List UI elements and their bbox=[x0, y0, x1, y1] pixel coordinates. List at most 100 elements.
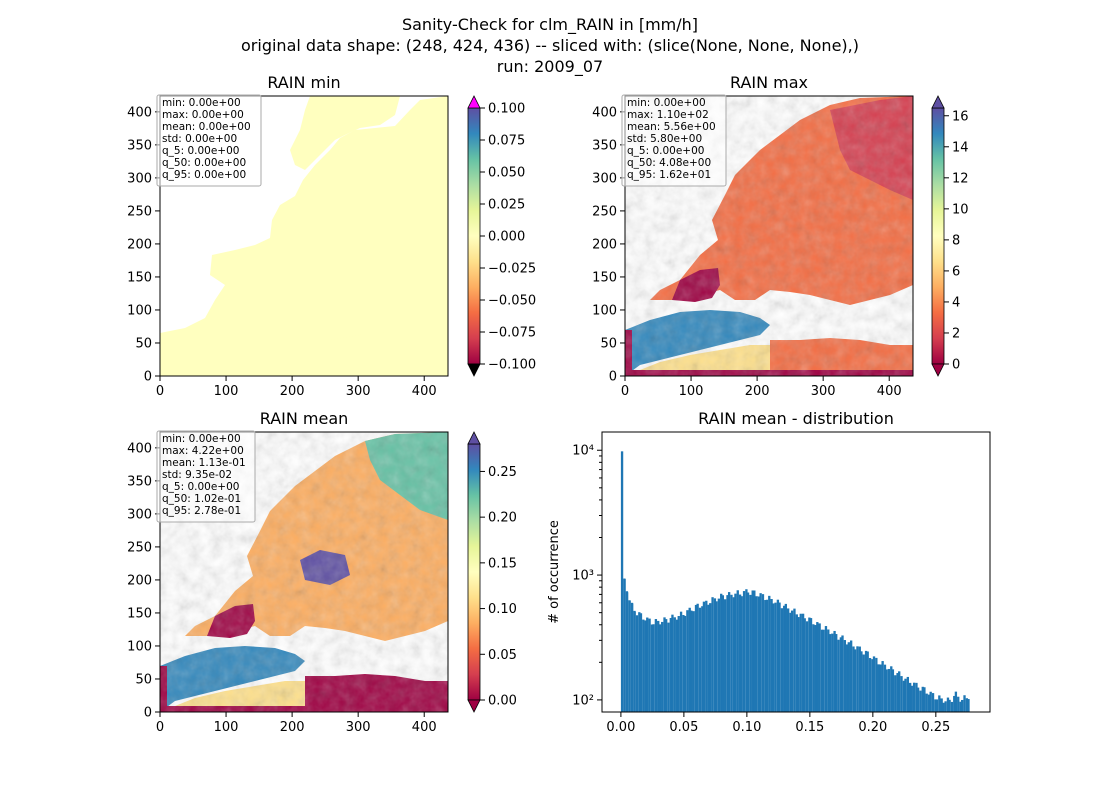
histogram-bar bbox=[711, 597, 714, 712]
histogram-bar bbox=[688, 607, 691, 712]
histogram-bar bbox=[808, 617, 811, 712]
histogram-bar bbox=[801, 613, 805, 712]
y-tick-label: 250 bbox=[127, 540, 152, 555]
y-tick-label: 300 bbox=[127, 507, 152, 522]
colorbar-tick-label: 0.15 bbox=[488, 556, 517, 571]
histogram-bar bbox=[890, 666, 893, 712]
colorbar-tick-label: 2 bbox=[952, 326, 960, 341]
histogram-bar bbox=[868, 658, 872, 712]
colorbar-tick-label: −0.050 bbox=[488, 294, 536, 309]
y-tick-label: 50 bbox=[135, 672, 152, 687]
histogram-bar bbox=[686, 610, 689, 712]
histogram-bar bbox=[701, 606, 704, 712]
histogram-bar bbox=[894, 675, 897, 712]
histogram-bar bbox=[879, 664, 882, 712]
axes-frame bbox=[159, 95, 449, 377]
histogram-bar bbox=[642, 619, 645, 712]
panel-rain-min: RAIN min 0 100 200 300 400 0 50 100 150 200 250 30… bbox=[127, 73, 536, 399]
histogram-bar bbox=[671, 614, 674, 712]
y-tick-label: 150 bbox=[127, 270, 152, 285]
stat-line: q_5: 0.00e+00 bbox=[627, 145, 704, 157]
colorbar-under-arrow bbox=[467, 363, 481, 377]
stat-line: q_50: 1.02e-01 bbox=[162, 493, 241, 505]
histogram-bar bbox=[765, 599, 769, 712]
colorbar-tick-label: 0 bbox=[952, 358, 960, 373]
histogram-bar bbox=[820, 629, 824, 712]
histogram-bar bbox=[736, 590, 739, 712]
histogram-bar bbox=[654, 619, 658, 712]
x-tick-label: 0 bbox=[156, 720, 164, 735]
y-tick-label: 250 bbox=[592, 204, 617, 219]
histogram-bar bbox=[841, 635, 844, 712]
stat-line: min: 0.00e+00 bbox=[162, 433, 241, 445]
x-tick-label: 200 bbox=[745, 384, 770, 399]
histogram-bar bbox=[927, 694, 931, 712]
histogram-bar bbox=[740, 596, 743, 712]
histogram-bar bbox=[683, 615, 687, 712]
stat-line: q_95: 1.62e+01 bbox=[627, 169, 711, 181]
histogram-bar bbox=[751, 590, 754, 712]
histogram-bar bbox=[925, 693, 928, 712]
histogram-bar bbox=[833, 630, 836, 712]
stat-line: q_5: 0.00e+00 bbox=[162, 481, 239, 493]
axes-frame bbox=[159, 431, 449, 713]
histogram-bar bbox=[957, 696, 960, 712]
histogram-bar bbox=[900, 676, 903, 712]
histogram-bar bbox=[690, 610, 693, 712]
y-tick-label: 150 bbox=[127, 606, 152, 621]
colorbar-tick-label: 10 bbox=[952, 202, 969, 217]
histogram-bar bbox=[896, 673, 899, 712]
stat-line: std: 0.00e+00 bbox=[162, 133, 237, 145]
histogram-bars bbox=[620, 451, 970, 712]
histogram-bar bbox=[812, 624, 815, 712]
histogram-bar bbox=[650, 624, 654, 712]
colorbar-body bbox=[467, 107, 481, 365]
histogram-bar bbox=[648, 618, 651, 712]
histogram-bar bbox=[764, 600, 767, 712]
histogram-bar bbox=[915, 682, 918, 712]
histogram-bar bbox=[724, 599, 727, 712]
histogram-bar bbox=[898, 671, 901, 712]
histogram-bar bbox=[780, 608, 784, 712]
histogram-bar bbox=[847, 642, 850, 712]
histogram-bar bbox=[797, 617, 800, 712]
histogram-bar bbox=[630, 603, 634, 712]
histogram-bar bbox=[822, 629, 825, 712]
x-tick-label: 100 bbox=[679, 384, 704, 399]
histogram-bar bbox=[853, 649, 857, 712]
histogram-bar bbox=[824, 626, 828, 712]
y-tick-label: 350 bbox=[127, 474, 152, 489]
x-axis: 0 100 200 300 400 bbox=[156, 376, 437, 399]
land-sea-field-south bbox=[160, 330, 448, 376]
histogram-bar bbox=[721, 595, 725, 712]
colorbar-tick-label: 0.00 bbox=[488, 694, 517, 709]
histogram-bar bbox=[948, 699, 951, 712]
histogram-bar bbox=[875, 657, 878, 712]
histogram-bar bbox=[789, 612, 792, 712]
histogram-bar bbox=[814, 625, 817, 712]
histogram-bar bbox=[732, 597, 735, 712]
x-axis: 0 100 200 300 400 bbox=[621, 376, 902, 399]
y-tick-label: 100 bbox=[592, 303, 617, 318]
y-tick-label: 250 bbox=[127, 204, 152, 219]
histogram-bar bbox=[679, 611, 683, 712]
colorbar-tick-label: 0.050 bbox=[488, 166, 525, 181]
histogram-bar bbox=[646, 617, 649, 712]
histogram-bar bbox=[625, 592, 629, 712]
stat-line: min: 0.00e+00 bbox=[162, 97, 241, 109]
histogram-bar bbox=[682, 614, 685, 712]
histogram-bar bbox=[793, 608, 796, 712]
histogram-bar bbox=[961, 699, 964, 712]
histogram-bar bbox=[858, 646, 861, 712]
colorbar-over-arrow bbox=[467, 95, 481, 109]
histogram-bar bbox=[872, 656, 876, 712]
histogram-bar bbox=[816, 622, 819, 712]
y-tick-label: 100 bbox=[127, 639, 152, 654]
y-tick-label: 400 bbox=[592, 105, 617, 120]
histogram-bar bbox=[885, 669, 888, 712]
histogram-bar bbox=[638, 612, 641, 712]
colorbar-tick-label: 0.10 bbox=[488, 602, 517, 617]
y-axis: 0 50 100 150 200 250 300 350 400 bbox=[127, 105, 160, 385]
histogram-bar bbox=[715, 601, 718, 712]
